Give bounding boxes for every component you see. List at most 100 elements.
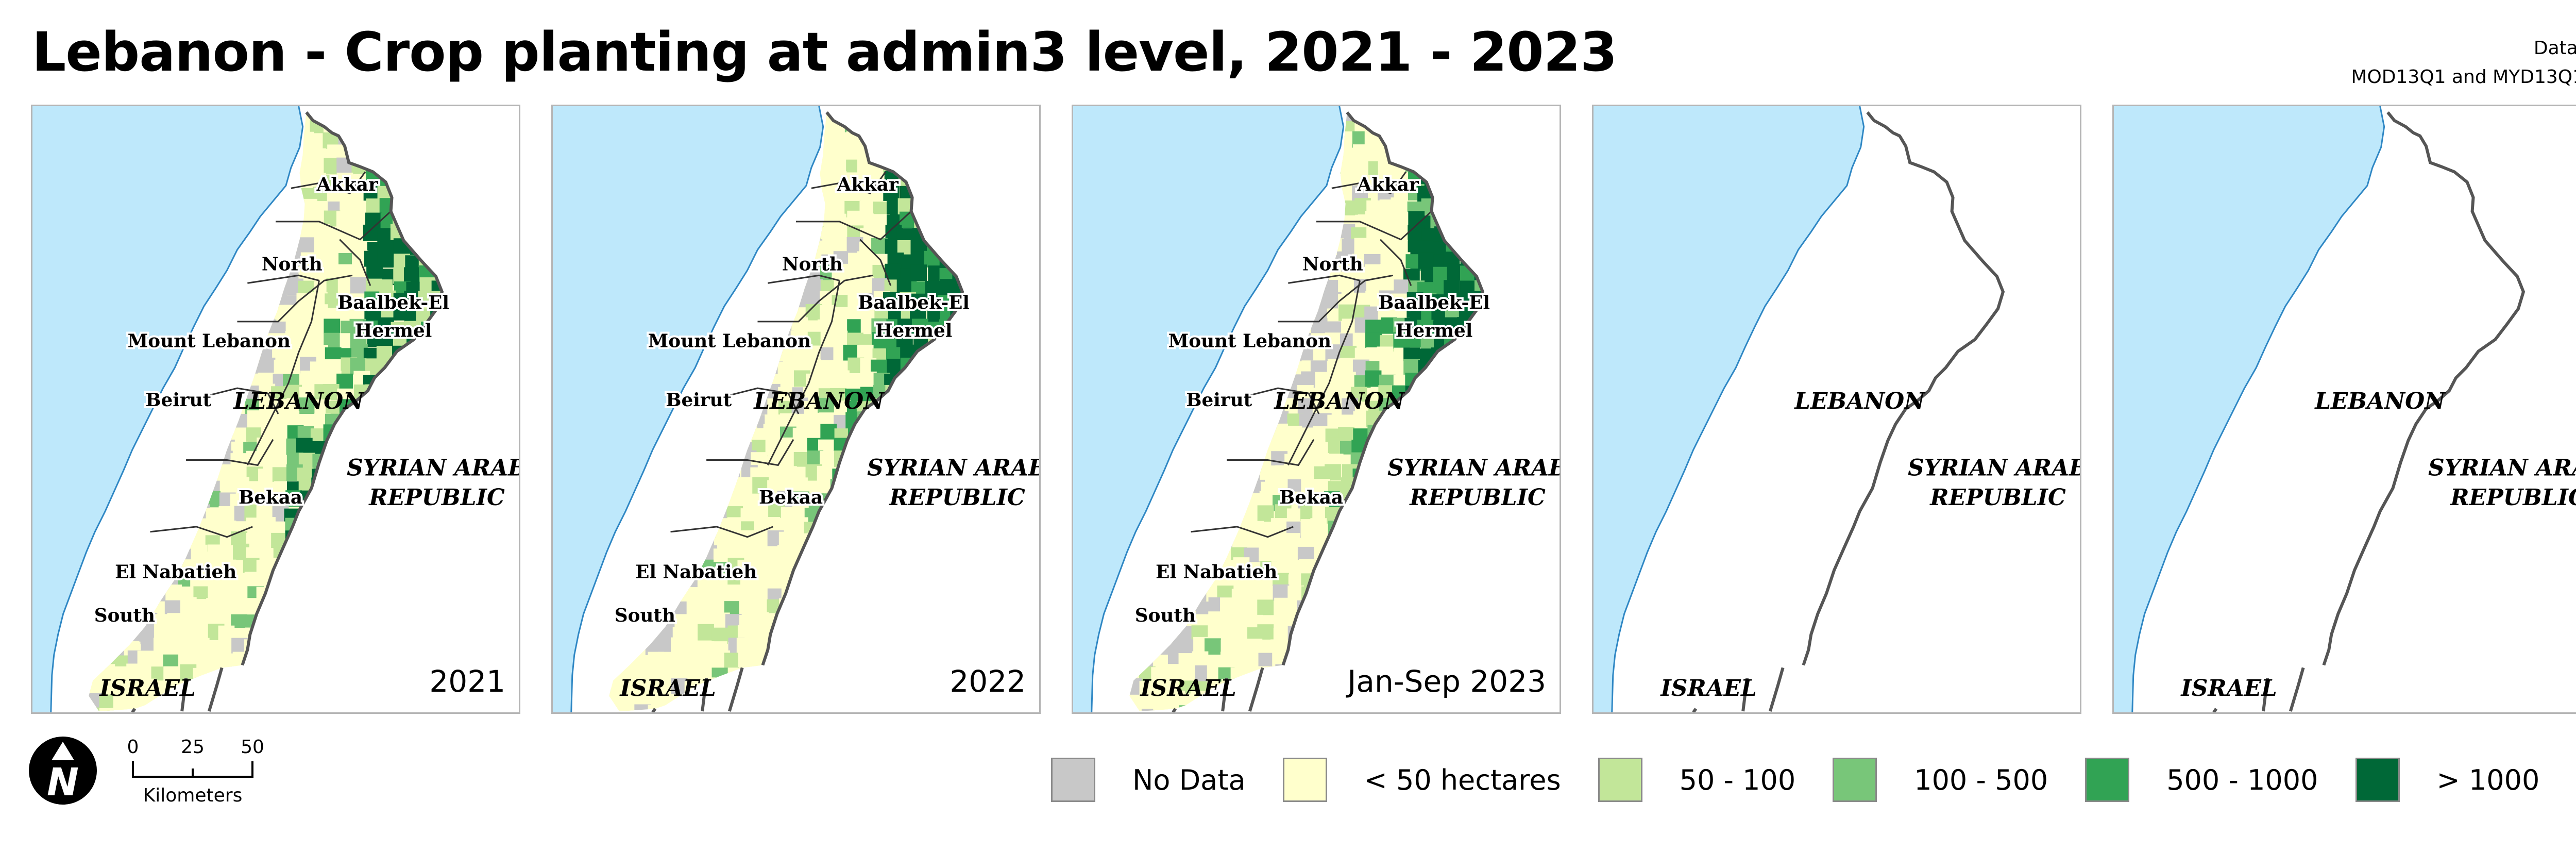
coastline — [570, 106, 824, 712]
label-beirut: Beirut — [145, 389, 211, 411]
mediterranean-sea — [2114, 106, 2384, 712]
label-syria-1: SYRIAN ARAB — [1908, 455, 2080, 481]
svg-text:N: N — [47, 760, 79, 805]
legend-item: > 1000 — [2355, 758, 2539, 802]
map-svg: Akkar North Baalbek-El Hermel Mount Lebanon B… — [553, 106, 1039, 712]
israel-border — [1172, 667, 1264, 712]
label-lebanon: LEBANON — [232, 388, 365, 414]
legend-swatch — [1051, 758, 1095, 802]
label-baalbek: Baalbek-El — [858, 292, 970, 313]
label-mount-lebanon: Mount Lebanon — [1168, 330, 1331, 352]
label-syria-2: REPUBLIC — [368, 485, 505, 511]
label-nabatieh: El Nabatieh — [1156, 561, 1277, 582]
legend-item: 100 - 500 — [1833, 758, 2085, 802]
syria-border — [2322, 111, 2526, 666]
map-svg: Akkar North Baalbek-El Hermel Mount Lebanon B… — [32, 106, 519, 712]
label-nabatieh: El Nabatieh — [635, 561, 757, 582]
legend-item: 500 - 1000 — [2085, 758, 2355, 802]
district-boundaries — [150, 171, 392, 538]
map-svg: LEBANON SYRIAN ARAB REPUBLIC ISRAEL — [2114, 106, 2576, 712]
label-syria-1: SYRIAN ARAB — [347, 455, 519, 481]
scale-unit: Kilometers — [143, 785, 243, 806]
label-nabatieh: El Nabatieh — [115, 561, 236, 582]
legend-swatch — [2355, 758, 2400, 802]
label-syria-1: SYRIAN ARAB — [867, 455, 1039, 481]
label-hermel: Hermel — [355, 320, 432, 342]
mediterranean-sea — [553, 106, 823, 712]
legend-label: No Data — [1132, 763, 1246, 796]
legend-swatch — [1598, 758, 1642, 802]
scale-tick-0: 0 — [127, 737, 139, 758]
label-north: North — [1302, 253, 1363, 275]
label-bekaa: Bekaa — [759, 487, 823, 508]
label-mount-lebanon: Mount Lebanon — [128, 330, 291, 352]
mediterranean-sea — [32, 106, 303, 712]
label-israel: ISRAEL — [2180, 675, 2277, 701]
legend-item: No Data — [1051, 758, 1283, 802]
label-syria-2: REPUBLIC — [888, 485, 1025, 511]
map-panel-4: LEBANON SYRIAN ARAB REPUBLIC ISRAEL — [1592, 105, 2081, 714]
label-israel: ISRAEL — [619, 675, 716, 701]
legend-label: 500 - 1000 — [2166, 763, 2318, 796]
syria-border — [761, 111, 964, 666]
label-lebanon: LEBANON — [1793, 388, 1926, 414]
mediterranean-sea — [1594, 106, 1864, 712]
legend-label: 100 - 500 — [1914, 763, 2048, 796]
map-panel-2: Akkar North Baalbek-El Hermel Mount Lebanon B… — [551, 105, 1041, 714]
label-akkar: Akkar — [1357, 174, 1419, 195]
north-arrow-icon: N — [27, 734, 99, 807]
district-boundaries — [1191, 171, 1432, 538]
scale-tick-25: 25 — [181, 737, 205, 758]
data-source-value: MOD13Q1 and MYD13Q1 — [2351, 66, 2576, 88]
map-panel-1: Akkar North Baalbek-El Hermel Mount Lebanon B… — [31, 105, 520, 714]
mediterranean-sea — [1073, 106, 1344, 712]
label-lebanon: LEBANON — [2314, 388, 2446, 414]
label-israel: ISRAEL — [1659, 675, 1756, 701]
label-south: South — [94, 605, 155, 626]
lebanon-area — [2170, 112, 2523, 712]
legend-item: < 50 hectares — [1282, 758, 1598, 802]
israel-border — [2212, 667, 2305, 712]
label-baalbek: Baalbek-El — [337, 292, 449, 313]
label-hermel: Hermel — [1396, 320, 1473, 342]
coastline — [1611, 106, 1865, 712]
legend-swatch — [1282, 758, 1327, 802]
data-source-label: Data: — [2533, 38, 2576, 59]
legend-item: 50 - 100 — [1598, 758, 1833, 802]
label-south: South — [615, 605, 675, 626]
label-north: North — [782, 253, 843, 275]
label-lebanon: LEBANON — [1273, 388, 1405, 414]
label-hermel: Hermel — [875, 320, 953, 342]
map-panel-3: Akkar North Baalbek-El Hermel Mount Lebanon B… — [1072, 105, 1561, 714]
map-panel-5: LEBANON SYRIAN ARAB REPUBLIC ISRAEL — [2112, 105, 2576, 714]
panel-year-label: Jan-Sep 2023 — [1347, 664, 1546, 699]
label-syria-2: REPUBLIC — [2449, 485, 2576, 511]
label-beirut: Beirut — [666, 389, 732, 411]
label-bekaa: Bekaa — [1279, 487, 1343, 508]
label-bekaa: Bekaa — [239, 487, 302, 508]
legend-label: < 50 hectares — [1364, 763, 1561, 796]
syria-border — [1802, 111, 2005, 666]
panel-year-label: 2021 — [429, 664, 505, 699]
label-baalbek: Baalbek-El — [1378, 292, 1490, 313]
legend-label: 50 - 100 — [1679, 763, 1796, 796]
panel-year-label: 2022 — [950, 664, 1026, 699]
label-south: South — [1135, 605, 1196, 626]
label-akkar: Akkar — [836, 174, 899, 195]
legend-swatch — [1833, 758, 1877, 802]
label-syria-1: SYRIAN ARAB — [1387, 455, 1560, 481]
legend: No Data < 50 hectares 50 - 100 100 - 500 500… — [1051, 754, 2539, 806]
coastline — [1091, 106, 1345, 712]
label-akkar: Akkar — [316, 174, 378, 195]
scale-bar: 0 25 50 Kilometers — [124, 734, 278, 812]
label-israel: ISRAEL — [1139, 675, 1236, 701]
israel-border — [651, 667, 744, 712]
label-north: North — [262, 253, 323, 275]
map-title: Lebanon - Crop planting at admin3 level,… — [32, 21, 1617, 83]
israel-border — [1692, 667, 1785, 712]
label-syria-2: REPUBLIC — [1929, 485, 2066, 511]
israel-border — [131, 667, 224, 712]
lebanon-area — [1650, 112, 2003, 712]
syria-border — [241, 111, 444, 666]
label-syria-1: SYRIAN ARAB — [2428, 455, 2576, 481]
